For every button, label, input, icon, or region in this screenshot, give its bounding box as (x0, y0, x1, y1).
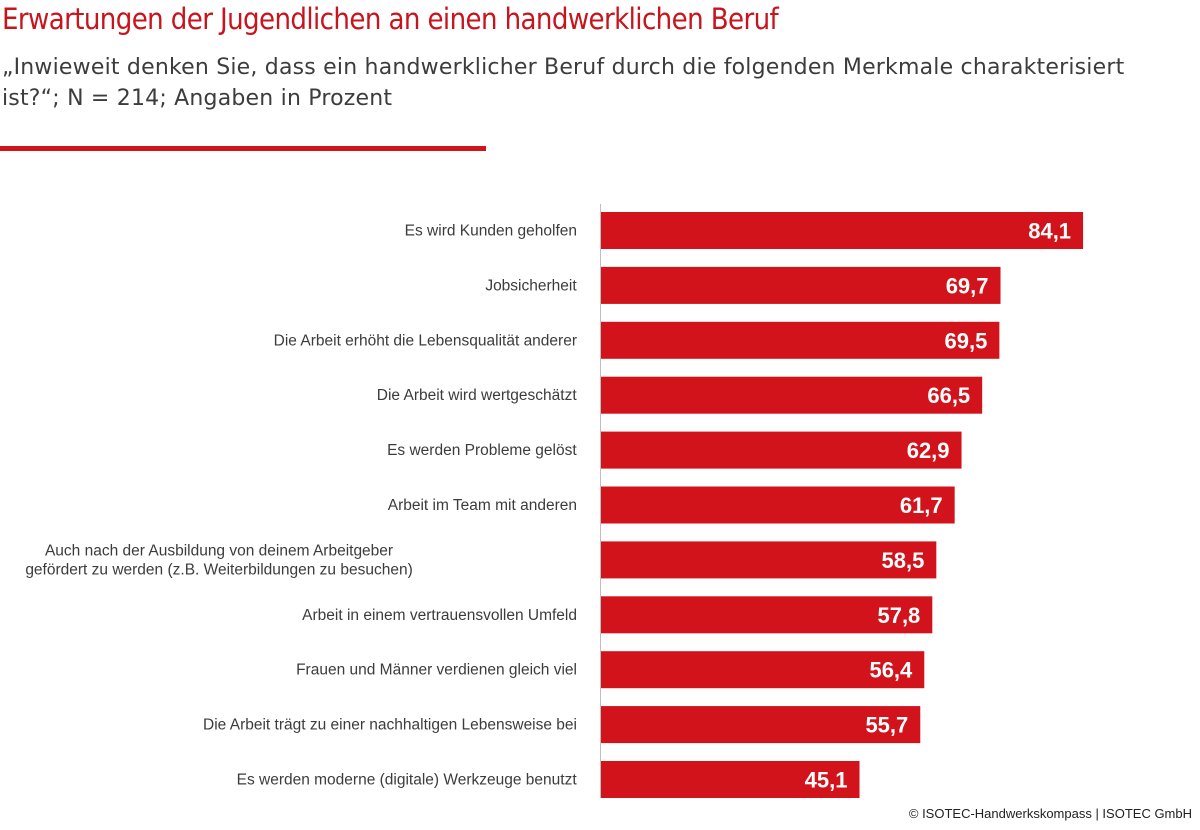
bar (601, 706, 921, 744)
category-label: Die Arbeit wird wertgeschätzt (377, 387, 578, 404)
bar (601, 376, 983, 414)
category-label: Die Arbeit erhöht die Lebensqualität and… (274, 332, 577, 349)
chart-title: Erwartungen der Jugendlichen an einen ha… (2, 2, 779, 36)
category-label-line: Die Arbeit wird wertgeschätzt (377, 387, 578, 404)
chart-subtitle: „Inwieweit denken Sie, dass ein handwerk… (2, 55, 1125, 111)
category-label: Arbeit in einem vertrauensvollen Umfeld (302, 607, 577, 624)
value-label: 69,7 (946, 273, 989, 298)
bar (601, 541, 937, 579)
value-label: 58,5 (881, 548, 924, 573)
bar (601, 431, 962, 469)
category-label-line: Es wird Kunden geholfen (405, 223, 577, 240)
category-label: Jobsicherheit (485, 277, 577, 294)
value-label: 84,1 (1028, 219, 1071, 244)
copyright-note: © ISOTEC-Handwerkskompass | ISOTEC GmbH (908, 806, 1192, 821)
category-label: Frauen und Männer verdienen gleich viel (296, 662, 577, 679)
category-label: Die Arbeit trägt zu einer nachhaltigen L… (203, 717, 577, 734)
category-label: Es wird Kunden geholfen (405, 223, 577, 240)
category-label-line: Es werden Probleme gelöst (387, 442, 577, 459)
value-label: 66,5 (927, 383, 970, 408)
bar (601, 596, 933, 634)
category-label: Auch nach der Ausbildung von deinem Arbe… (25, 542, 412, 578)
value-label: 62,9 (907, 438, 950, 463)
category-label-line: Es werden moderne (digitale) Werkzeuge b… (237, 772, 578, 789)
category-label: Es werden Probleme gelöst (387, 442, 577, 459)
category-label: Es werden moderne (digitale) Werkzeuge b… (237, 772, 578, 789)
bar (601, 321, 1000, 359)
value-label: 56,4 (869, 658, 913, 683)
bar (601, 761, 860, 798)
value-label: 55,7 (865, 713, 908, 738)
category-label: Arbeit im Team mit anderen (388, 497, 577, 514)
category-label-line: Arbeit in einem vertrauensvollen Umfeld (302, 607, 577, 624)
value-label: 45,1 (805, 768, 848, 793)
category-label-line: Frauen und Männer verdienen gleich viel (296, 662, 577, 679)
value-label: 57,8 (877, 603, 920, 628)
bar (601, 486, 955, 524)
category-label-line: Die Arbeit erhöht die Lebensqualität and… (274, 332, 577, 349)
bar (601, 651, 925, 689)
category-label-line: Arbeit im Team mit anderen (388, 497, 577, 514)
category-label-line: Auch nach der Ausbildung von deinem Arbe… (45, 542, 393, 559)
category-label-line: Jobsicherheit (485, 277, 577, 294)
value-label: 61,7 (900, 493, 943, 518)
bar (601, 212, 1084, 249)
bar (601, 266, 1001, 304)
category-label-line: Die Arbeit trägt zu einer nachhaltigen L… (203, 717, 577, 734)
value-label: 69,5 (945, 328, 988, 353)
title-underline (0, 146, 486, 151)
bars-group: 84,1 Es wird Kunden geholfen 69,7 Jobsicher… (25, 212, 1084, 798)
category-label-line: gefördert zu werden (z.B. Weiterbildunge… (25, 561, 412, 578)
